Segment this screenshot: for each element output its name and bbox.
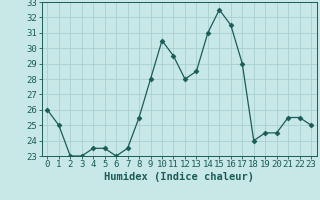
X-axis label: Humidex (Indice chaleur): Humidex (Indice chaleur) [104, 172, 254, 182]
